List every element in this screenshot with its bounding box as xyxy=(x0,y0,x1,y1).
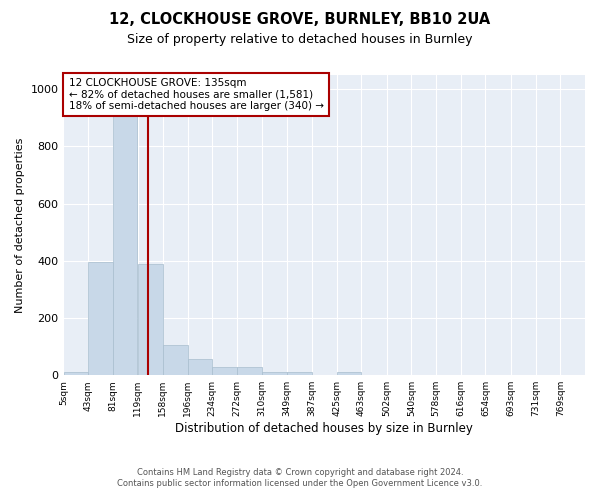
Bar xyxy=(113,104,137,375)
Bar xyxy=(337,372,361,375)
Bar xyxy=(287,372,312,375)
Text: Contains HM Land Registry data © Crown copyright and database right 2024.
Contai: Contains HM Land Registry data © Crown c… xyxy=(118,468,482,487)
Bar xyxy=(188,360,212,375)
Bar xyxy=(64,372,88,375)
Bar xyxy=(262,372,287,375)
Text: 12, CLOCKHOUSE GROVE, BURNLEY, BB10 2UA: 12, CLOCKHOUSE GROVE, BURNLEY, BB10 2UA xyxy=(109,12,491,28)
Text: 12 CLOCKHOUSE GROVE: 135sqm
← 82% of detached houses are smaller (1,581)
18% of : 12 CLOCKHOUSE GROVE: 135sqm ← 82% of det… xyxy=(68,78,323,111)
X-axis label: Distribution of detached houses by size in Burnley: Distribution of detached houses by size … xyxy=(175,422,473,435)
Bar xyxy=(237,367,262,375)
Bar xyxy=(163,345,188,375)
Text: Size of property relative to detached houses in Burnley: Size of property relative to detached ho… xyxy=(127,32,473,46)
Bar xyxy=(137,264,163,375)
Bar xyxy=(212,367,237,375)
Bar xyxy=(88,262,113,375)
Y-axis label: Number of detached properties: Number of detached properties xyxy=(15,138,25,313)
